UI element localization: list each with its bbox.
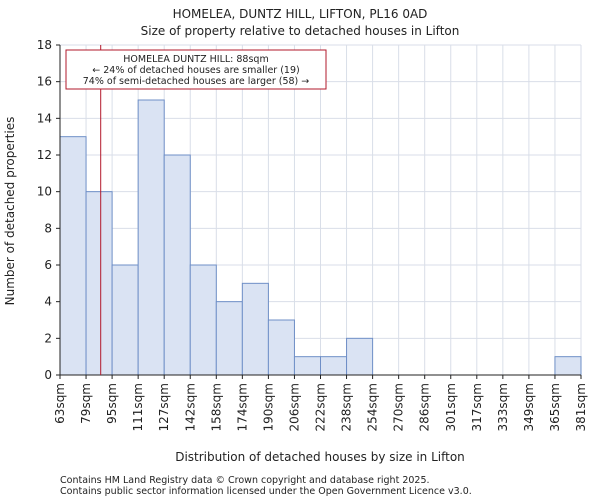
x-tick-label: 349sqm <box>522 383 536 431</box>
x-tick-label: 127sqm <box>157 383 171 431</box>
annotation-line-3: 74% of semi-detached houses are larger (… <box>83 76 310 87</box>
bar <box>346 337 374 376</box>
annotation-line-2: ← 24% of detached houses are smaller (19… <box>92 65 299 76</box>
x-tick-label: 317sqm <box>470 383 484 431</box>
bar <box>111 264 139 376</box>
x-tick-label: 190sqm <box>261 383 275 431</box>
bar <box>293 356 322 376</box>
bar <box>85 191 113 376</box>
x-tick-label: 333sqm <box>496 383 510 431</box>
y-axis-label: Number of detached properties <box>3 117 17 306</box>
x-tick-label: 95sqm <box>105 383 119 424</box>
chart-subtitle: Size of property relative to detached ho… <box>141 24 460 38</box>
y-tick-label: 14 <box>37 111 52 125</box>
x-tick-label: 158sqm <box>209 383 223 431</box>
annotation-line-1: HOMELEA DUNTZ HILL: 88sqm <box>123 54 268 65</box>
y-tick-label: 10 <box>37 185 52 199</box>
annotation-border <box>65 49 327 90</box>
x-axis-label: Distribution of detached houses by size … <box>175 450 465 464</box>
y-tick-label: 0 <box>44 368 52 382</box>
x-tick-label: 254sqm <box>366 383 380 431</box>
bars <box>59 99 582 376</box>
y-tick-labels: 0 2 4 6 8 10 12 14 16 18 <box>37 38 60 382</box>
y-tick-label: 6 <box>44 258 52 272</box>
x-tick-labels: 63sqm 79sqm 95sqm 111sqm 127sqm 142sqm 158sqm 1… <box>53 375 588 431</box>
annotation-box: HOMELEA DUNTZ HILL: 88sqm ← 24% of detac… <box>65 49 327 90</box>
bar <box>554 356 582 376</box>
bar <box>137 99 165 376</box>
x-tick-label: 111sqm <box>131 383 145 431</box>
y-tick-label: 12 <box>37 148 52 162</box>
bar <box>241 282 269 376</box>
x-tick-label: 63sqm <box>53 383 67 424</box>
bar <box>163 154 191 376</box>
x-tick-label: 142sqm <box>183 383 197 431</box>
y-tick-label: 8 <box>44 221 52 235</box>
bar <box>267 319 295 376</box>
x-tick-label: 206sqm <box>287 383 301 431</box>
y-tick-label: 18 <box>37 38 52 52</box>
bar <box>215 301 243 376</box>
x-tick-label: 174sqm <box>235 383 249 431</box>
x-tick-label: 365sqm <box>548 383 562 431</box>
bar <box>320 356 348 376</box>
footer-line-1: Contains HM Land Registry data © Crown c… <box>60 475 430 486</box>
footer-line-2: Contains public sector information licen… <box>60 486 472 497</box>
y-tick-label: 4 <box>44 295 52 309</box>
x-tick-label: 79sqm <box>79 383 93 424</box>
bar <box>59 136 87 376</box>
x-tick-label: 270sqm <box>392 383 406 431</box>
y-tick-label: 2 <box>44 331 52 345</box>
bar <box>189 264 217 376</box>
x-tick-label: 238sqm <box>340 383 354 431</box>
y-tick-label: 16 <box>37 75 52 89</box>
chart-title: HOMELEA, DUNTZ HILL, LIFTON, PL16 0AD <box>173 7 428 21</box>
x-tick-label: 301sqm <box>444 383 458 431</box>
x-tick-label: 286sqm <box>418 383 432 431</box>
x-tick-label: 381sqm <box>574 383 588 431</box>
x-tick-label: 222sqm <box>314 383 328 431</box>
